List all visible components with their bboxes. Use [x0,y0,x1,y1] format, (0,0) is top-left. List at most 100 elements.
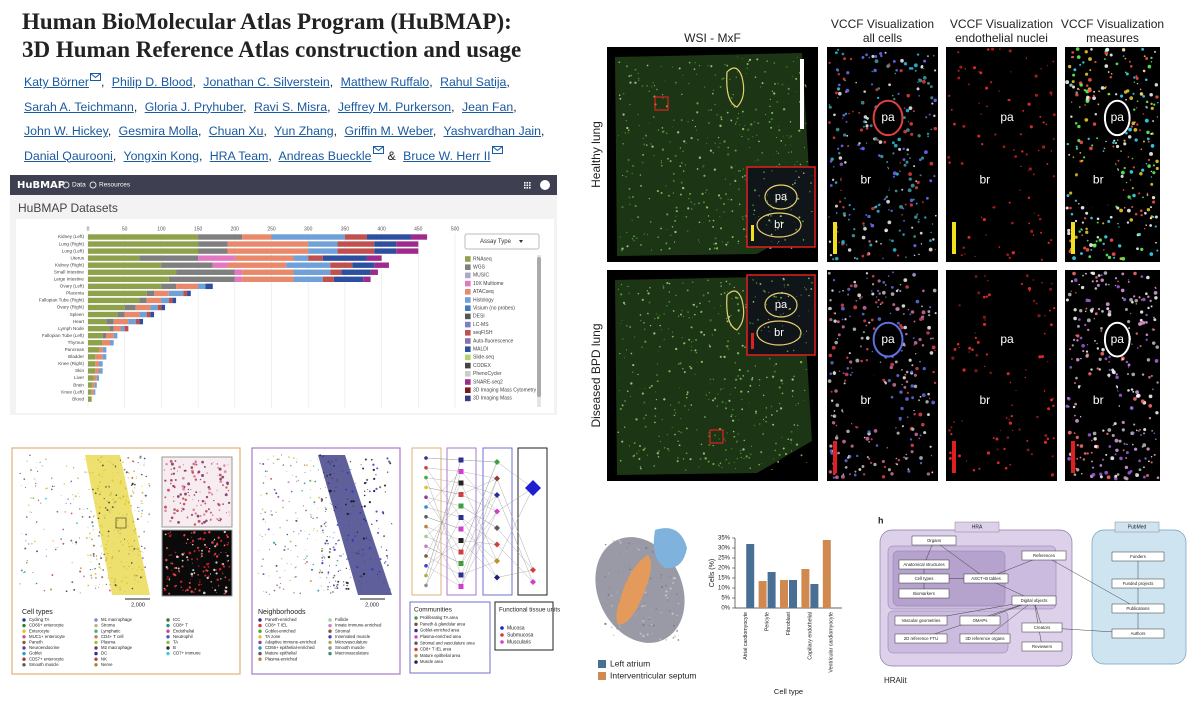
texture-dot [655,391,657,393]
texture-dot [131,559,133,561]
author-name[interactable]: Ravi S. Misra [253,99,328,114]
texture-dot [902,147,905,151]
texture-dot [849,57,853,61]
nav-link[interactable]: Resources [99,182,131,189]
texture-dot [787,87,790,90]
texture-dot [905,397,909,401]
author-name[interactable]: Andreas Bueckle [278,148,372,163]
separator: , [107,124,112,138]
author-name[interactable]: Danial Qaurooni [24,148,113,163]
texture-dot [626,231,628,234]
author-entry: Gloria J. Pryhuber, [145,100,251,114]
nav-link[interactable]: Data [72,182,86,189]
legend-button[interactable] [464,233,540,250]
bar-segment [227,262,287,268]
texture-dot [698,156,702,159]
email-icon[interactable] [89,72,101,81]
texture-dot [678,444,681,447]
author-name[interactable]: Rahul Satija [440,75,507,89]
author-name[interactable]: John W. Hickey [24,124,108,138]
author-name[interactable]: Yongxin Kong [123,148,199,163]
legend-label: Goblet [29,651,42,656]
scale-bar [952,441,956,473]
texture-dot [638,450,640,452]
texture-dot [113,543,115,545]
author-name[interactable]: Bruce W. Herr II [403,148,491,163]
author-name[interactable]: Philip D. Blood [111,75,193,89]
region-label: br [774,327,784,339]
texture-dot [723,203,725,205]
texture-dot [664,594,668,597]
texture-dot [1095,279,1099,283]
texture-dot [650,384,653,387]
author-name[interactable]: Jonathan C. Silverstein [203,75,330,89]
author-name[interactable]: Jeffrey M. Purkerson [337,99,452,114]
texture-dot [690,201,692,203]
texture-dot [745,228,747,231]
texture-dot [859,297,862,300]
texture-dot [176,495,180,498]
texture-dot [322,560,324,562]
texture-dot [1030,229,1034,233]
legend-label: Plasma-enriched area [420,634,462,639]
author-name[interactable]: HRA Team [209,148,269,163]
texture-dot [1141,373,1145,376]
texture-dot [754,160,756,162]
texture-dot [90,574,93,577]
bar-segment [234,269,243,275]
texture-dot [687,207,690,210]
legend-label: Mature epithelial area [420,653,461,658]
texture-dot [654,415,657,417]
texture-dot [32,497,35,500]
texture-dot [349,576,351,578]
texture-dot [842,439,846,444]
texture-dot [785,162,787,164]
texture-dot [1052,437,1055,440]
texture-dot [708,391,711,394]
texture-dot [684,405,686,407]
author-name[interactable]: Yashvardhan Jain [443,124,541,138]
texture-dot [805,330,808,332]
texture-dot [838,152,841,155]
edge [460,478,498,495]
author-name[interactable]: Chuan Xu [208,124,264,138]
texture-dot [1101,310,1104,313]
texture-dot [1123,166,1126,170]
edge [425,506,462,518]
texture-dot [1073,381,1076,384]
texture-dot [630,74,633,77]
texture-dot [201,500,205,503]
texture-dot [102,569,104,571]
texture-dot [889,312,892,315]
texture-dot [1106,307,1110,311]
texture-dot [93,514,95,516]
texture-dot [75,543,77,545]
author-name[interactable]: Griffin M. Weber [344,124,433,138]
author-name[interactable]: Jean Fan [461,99,514,114]
author-name[interactable]: Sarah A. Teichmann [24,99,134,114]
texture-dot [626,390,629,393]
texture-dot [264,511,267,513]
email-icon[interactable] [372,146,384,155]
author-name[interactable]: Katy Börner [24,75,89,89]
texture-dot [978,71,980,73]
texture-dot [51,574,54,576]
author-name[interactable]: Gesmira Molla [118,124,198,138]
author-name[interactable]: Yun Zhang [274,124,334,138]
texture-dot [852,208,855,211]
texture-dot [1082,274,1084,277]
texture-dot [978,102,980,104]
texture-dot [1069,206,1072,210]
texture-dot [664,80,666,82]
author-name[interactable]: Matthew Ruffalo [340,75,430,89]
node-label: Anatomical structures [903,562,944,567]
legend-dot [328,623,332,628]
texture-dot [35,523,36,524]
texture-dot [174,574,177,577]
texture-dot [98,586,100,588]
texture-dot [727,291,729,293]
texture-dot [88,516,91,518]
bar-segment [198,255,235,261]
email-icon[interactable] [491,146,503,155]
author-name[interactable]: Gloria J. Pryhuber [144,99,244,114]
